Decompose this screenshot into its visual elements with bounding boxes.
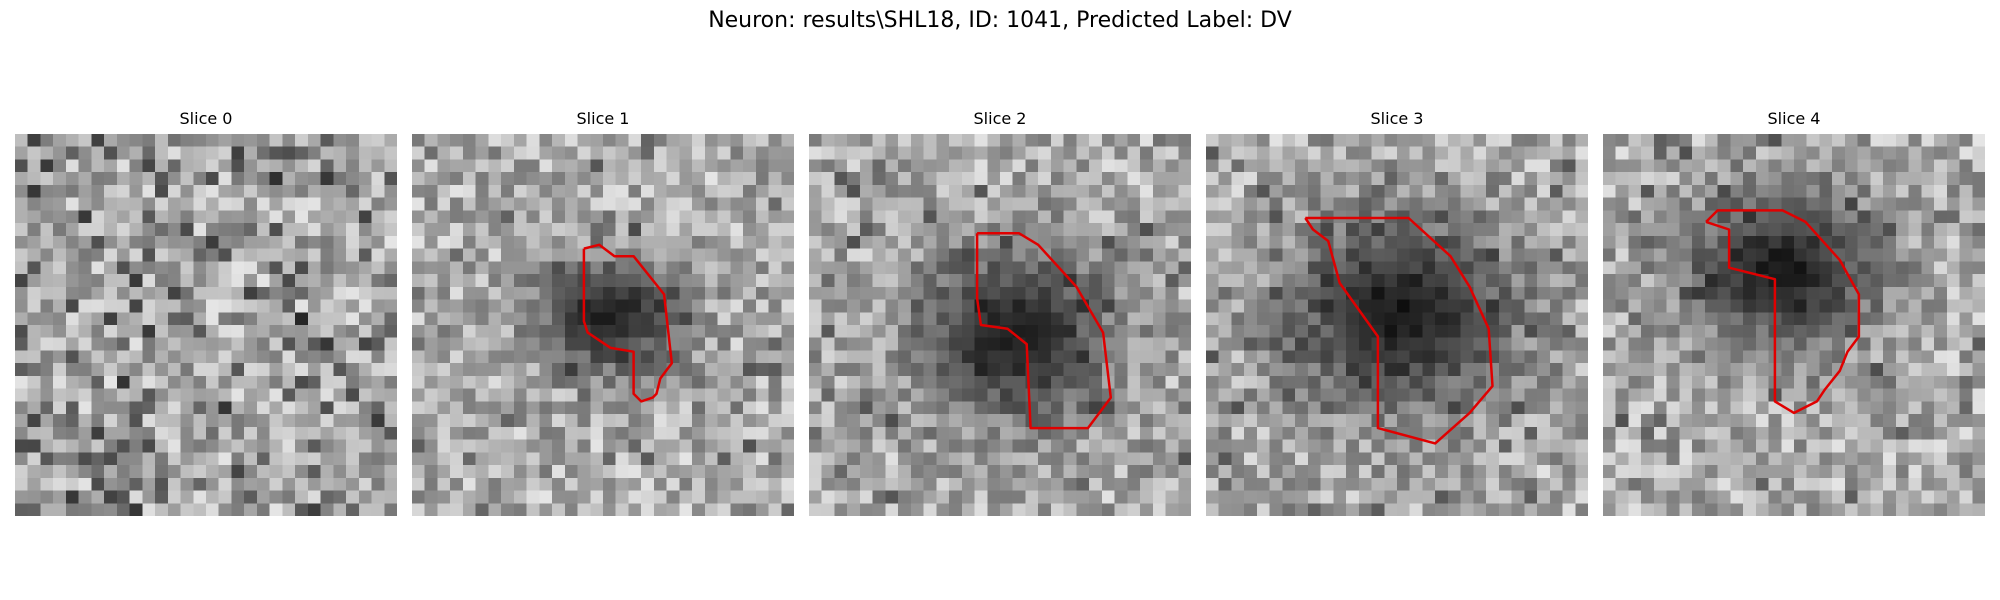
slice-panel-2: Slice 2 [809,108,1191,516]
slice-panel-0: Slice 0 [15,108,397,516]
roi-contour [977,233,1111,428]
slice-panel-4: Slice 4 [1603,108,1985,516]
slice-panel-3: Slice 3 [1206,108,1588,516]
slice-title: Slice 0 [15,108,397,130]
slice-title: Slice 2 [809,108,1191,130]
roi-outline [809,134,1191,516]
roi-outline [1603,134,1985,516]
slice-title: Slice 1 [412,108,794,130]
slice-title: Slice 4 [1603,108,1985,130]
roi-outline [412,134,794,516]
roi-outline [15,134,397,516]
slice-panel-1: Slice 1 [412,108,794,516]
roi-contour [1706,210,1859,413]
slice-title: Slice 3 [1206,108,1588,130]
roi-outline [1206,134,1588,516]
roi-contour [584,245,672,402]
figure-title: Neuron: results\SHL18, ID: 1041, Predict… [0,8,2000,33]
roi-contour [1305,218,1492,443]
